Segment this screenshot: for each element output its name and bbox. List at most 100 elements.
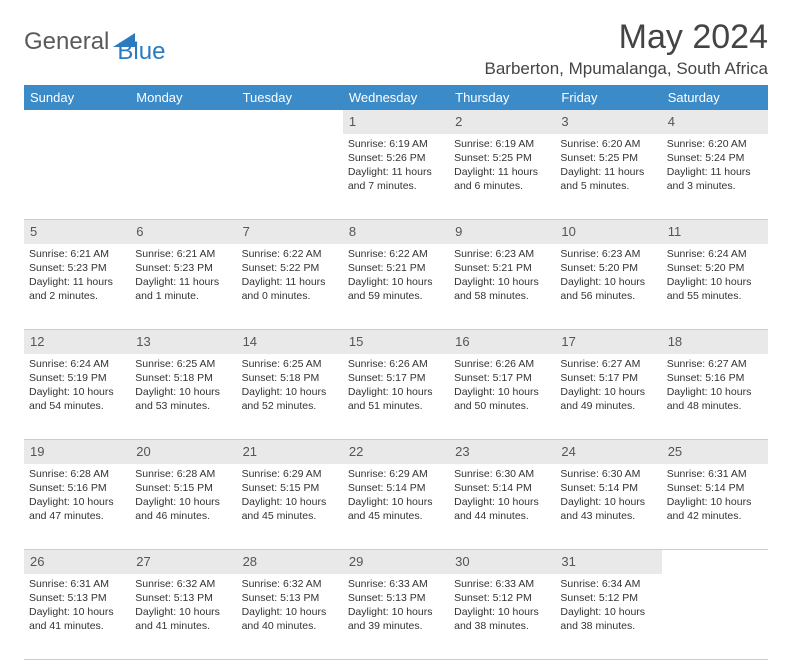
daylight-text: Daylight: 10 hours and 53 minutes. xyxy=(135,385,231,413)
sunset-text: Sunset: 5:20 PM xyxy=(560,261,656,275)
sunset-text: Sunset: 5:12 PM xyxy=(454,591,550,605)
day-cell: Sunrise: 6:22 AMSunset: 5:22 PMDaylight:… xyxy=(237,244,343,330)
day-cell: Sunrise: 6:30 AMSunset: 5:14 PMDaylight:… xyxy=(449,464,555,550)
daylight-text: Daylight: 10 hours and 40 minutes. xyxy=(242,605,338,633)
sunrise-text: Sunrise: 6:23 AM xyxy=(454,247,550,261)
day-cell xyxy=(24,134,130,220)
day-number-cell: 26 xyxy=(24,550,130,574)
day-cell: Sunrise: 6:24 AMSunset: 5:19 PMDaylight:… xyxy=(24,354,130,440)
sunset-text: Sunset: 5:15 PM xyxy=(242,481,338,495)
sunrise-text: Sunrise: 6:21 AM xyxy=(29,247,125,261)
daylight-text: Daylight: 10 hours and 52 minutes. xyxy=(242,385,338,413)
sunset-text: Sunset: 5:20 PM xyxy=(667,261,763,275)
sunrise-text: Sunrise: 6:32 AM xyxy=(135,577,231,591)
sunrise-text: Sunrise: 6:29 AM xyxy=(242,467,338,481)
sunrise-text: Sunrise: 6:30 AM xyxy=(454,467,550,481)
day-cell: Sunrise: 6:31 AMSunset: 5:13 PMDaylight:… xyxy=(24,574,130,660)
daylight-text: Daylight: 10 hours and 44 minutes. xyxy=(454,495,550,523)
sunset-text: Sunset: 5:18 PM xyxy=(242,371,338,385)
day-cell: Sunrise: 6:20 AMSunset: 5:25 PMDaylight:… xyxy=(555,134,661,220)
sunset-text: Sunset: 5:13 PM xyxy=(29,591,125,605)
daylight-text: Daylight: 10 hours and 55 minutes. xyxy=(667,275,763,303)
day-number-cell: 9 xyxy=(449,220,555,244)
header: General Blue May 2024 Barberton, Mpumala… xyxy=(24,18,768,79)
daylight-text: Daylight: 10 hours and 50 minutes. xyxy=(454,385,550,413)
day-cell: Sunrise: 6:27 AMSunset: 5:17 PMDaylight:… xyxy=(555,354,661,440)
day-header: Tuesday xyxy=(237,85,343,110)
daylight-text: Daylight: 10 hours and 41 minutes. xyxy=(135,605,231,633)
sunset-text: Sunset: 5:15 PM xyxy=(135,481,231,495)
day-number-cell: 3 xyxy=(555,110,661,134)
sunset-text: Sunset: 5:13 PM xyxy=(348,591,444,605)
sunset-text: Sunset: 5:13 PM xyxy=(242,591,338,605)
sunrise-text: Sunrise: 6:20 AM xyxy=(667,137,763,151)
day-number-cell: 10 xyxy=(555,220,661,244)
day-number-cell: 4 xyxy=(662,110,768,134)
day-cell: Sunrise: 6:26 AMSunset: 5:17 PMDaylight:… xyxy=(449,354,555,440)
day-number-cell: 13 xyxy=(130,330,236,354)
day-cell: Sunrise: 6:23 AMSunset: 5:21 PMDaylight:… xyxy=(449,244,555,330)
day-number-cell: 11 xyxy=(662,220,768,244)
daylight-text: Daylight: 11 hours and 1 minute. xyxy=(135,275,231,303)
sunset-text: Sunset: 5:14 PM xyxy=(667,481,763,495)
day-number-cell: 17 xyxy=(555,330,661,354)
sunrise-text: Sunrise: 6:25 AM xyxy=(135,357,231,371)
sunrise-text: Sunrise: 6:22 AM xyxy=(242,247,338,261)
week-content-row: Sunrise: 6:24 AMSunset: 5:19 PMDaylight:… xyxy=(24,354,768,440)
sunset-text: Sunset: 5:21 PM xyxy=(454,261,550,275)
day-number-cell: 28 xyxy=(237,550,343,574)
sunset-text: Sunset: 5:16 PM xyxy=(29,481,125,495)
sunrise-text: Sunrise: 6:27 AM xyxy=(667,357,763,371)
day-cell: Sunrise: 6:20 AMSunset: 5:24 PMDaylight:… xyxy=(662,134,768,220)
daylight-text: Daylight: 10 hours and 41 minutes. xyxy=(29,605,125,633)
sunrise-text: Sunrise: 6:33 AM xyxy=(348,577,444,591)
week-content-row: Sunrise: 6:31 AMSunset: 5:13 PMDaylight:… xyxy=(24,574,768,660)
month-title: May 2024 xyxy=(485,18,769,57)
day-number-row: 19202122232425 xyxy=(24,440,768,464)
day-number-cell: 19 xyxy=(24,440,130,464)
daylight-text: Daylight: 10 hours and 59 minutes. xyxy=(348,275,444,303)
day-number-cell: 22 xyxy=(343,440,449,464)
daylight-text: Daylight: 11 hours and 0 minutes. xyxy=(242,275,338,303)
day-cell xyxy=(130,134,236,220)
daylight-text: Daylight: 10 hours and 48 minutes. xyxy=(667,385,763,413)
day-number-cell: 5 xyxy=(24,220,130,244)
daylight-text: Daylight: 10 hours and 45 minutes. xyxy=(348,495,444,523)
day-cell: Sunrise: 6:21 AMSunset: 5:23 PMDaylight:… xyxy=(130,244,236,330)
sunset-text: Sunset: 5:21 PM xyxy=(348,261,444,275)
sunset-text: Sunset: 5:19 PM xyxy=(29,371,125,385)
sunset-text: Sunset: 5:26 PM xyxy=(348,151,444,165)
sunset-text: Sunset: 5:17 PM xyxy=(454,371,550,385)
day-number-row: 12131415161718 xyxy=(24,330,768,354)
day-cell: Sunrise: 6:32 AMSunset: 5:13 PMDaylight:… xyxy=(130,574,236,660)
day-number-cell: 18 xyxy=(662,330,768,354)
logo-text-blue: Blue xyxy=(117,38,165,65)
daylight-text: Daylight: 10 hours and 45 minutes. xyxy=(242,495,338,523)
daylight-text: Daylight: 11 hours and 2 minutes. xyxy=(29,275,125,303)
day-number-cell: 15 xyxy=(343,330,449,354)
day-cell: Sunrise: 6:19 AMSunset: 5:25 PMDaylight:… xyxy=(449,134,555,220)
day-cell: Sunrise: 6:19 AMSunset: 5:26 PMDaylight:… xyxy=(343,134,449,220)
day-number-cell: 25 xyxy=(662,440,768,464)
sunset-text: Sunset: 5:14 PM xyxy=(454,481,550,495)
day-cell: Sunrise: 6:33 AMSunset: 5:12 PMDaylight:… xyxy=(449,574,555,660)
sunset-text: Sunset: 5:18 PM xyxy=(135,371,231,385)
day-number-cell: 7 xyxy=(237,220,343,244)
day-header: Thursday xyxy=(449,85,555,110)
sunrise-text: Sunrise: 6:34 AM xyxy=(560,577,656,591)
day-cell: Sunrise: 6:21 AMSunset: 5:23 PMDaylight:… xyxy=(24,244,130,330)
sunrise-text: Sunrise: 6:22 AM xyxy=(348,247,444,261)
daylight-text: Daylight: 10 hours and 47 minutes. xyxy=(29,495,125,523)
day-cell: Sunrise: 6:27 AMSunset: 5:16 PMDaylight:… xyxy=(662,354,768,440)
day-number-cell: 1 xyxy=(343,110,449,134)
day-number-cell: 2 xyxy=(449,110,555,134)
day-cell: Sunrise: 6:30 AMSunset: 5:14 PMDaylight:… xyxy=(555,464,661,550)
sunset-text: Sunset: 5:14 PM xyxy=(348,481,444,495)
sunrise-text: Sunrise: 6:19 AM xyxy=(348,137,444,151)
day-header: Saturday xyxy=(662,85,768,110)
day-cell: Sunrise: 6:24 AMSunset: 5:20 PMDaylight:… xyxy=(662,244,768,330)
sunrise-text: Sunrise: 6:29 AM xyxy=(348,467,444,481)
sunrise-text: Sunrise: 6:30 AM xyxy=(560,467,656,481)
day-cell: Sunrise: 6:29 AMSunset: 5:15 PMDaylight:… xyxy=(237,464,343,550)
daylight-text: Daylight: 11 hours and 6 minutes. xyxy=(454,165,550,193)
